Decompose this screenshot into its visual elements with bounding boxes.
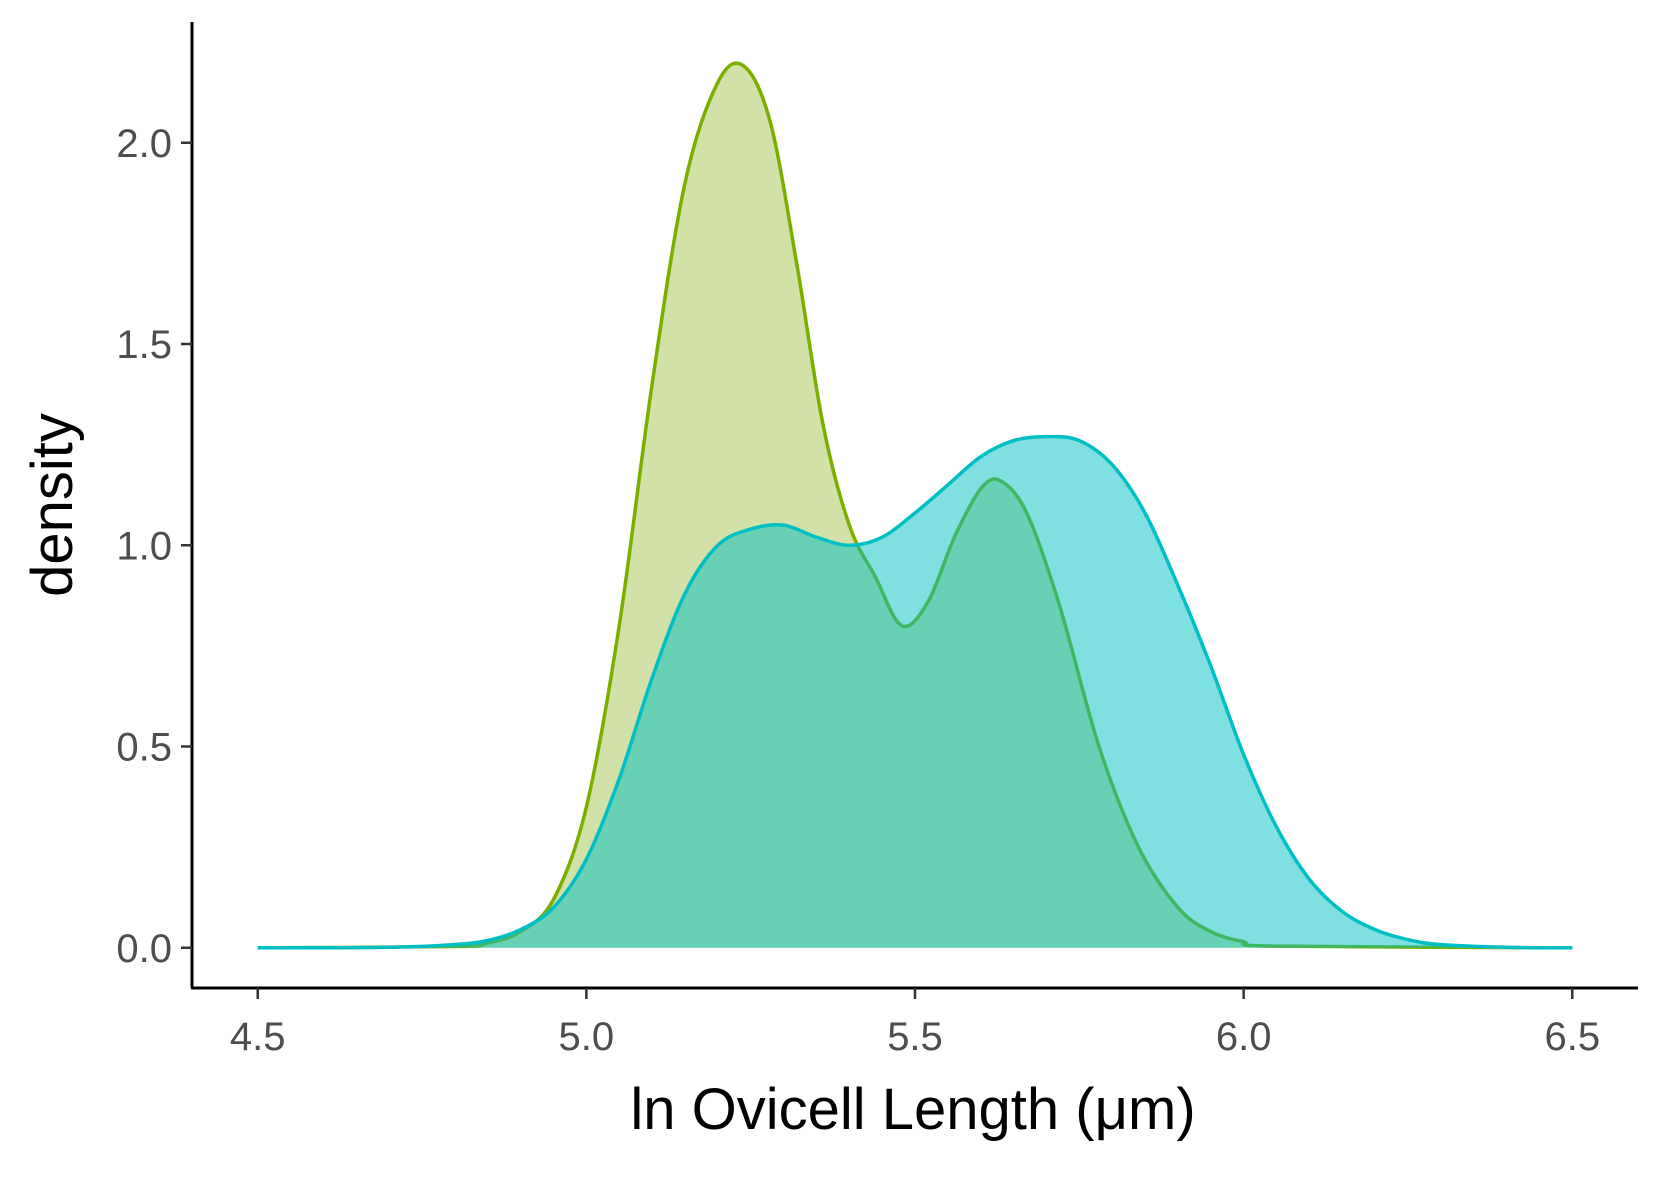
x-ticks: 4.5 5.0 5.5 6.0 6.5 — [230, 988, 1600, 1059]
y-tick-label: 1.5 — [116, 323, 172, 367]
x-tick-label: 5.5 — [887, 1015, 943, 1059]
y-tick-label: 0.0 — [116, 927, 172, 971]
x-tick-label: 6.5 — [1544, 1015, 1600, 1059]
y-ticks: 0.0 0.5 1.0 1.5 2.0 — [116, 122, 192, 971]
x-tick-label: 4.5 — [230, 1015, 286, 1059]
x-axis-title: ln Ovicell Length (μm) — [630, 1077, 1195, 1142]
series-layer — [257, 61, 1573, 950]
x-tick-label: 5.0 — [559, 1015, 615, 1059]
density-area-2 — [257, 436, 1573, 948]
x-tick-label: 6.0 — [1216, 1015, 1272, 1059]
y-tick-label: 0.5 — [116, 726, 172, 770]
y-tick-label: 2.0 — [116, 122, 172, 166]
density-line-2 — [257, 434, 1573, 950]
y-tick-label: 1.0 — [116, 524, 172, 568]
y-axis-title: density — [20, 413, 85, 597]
